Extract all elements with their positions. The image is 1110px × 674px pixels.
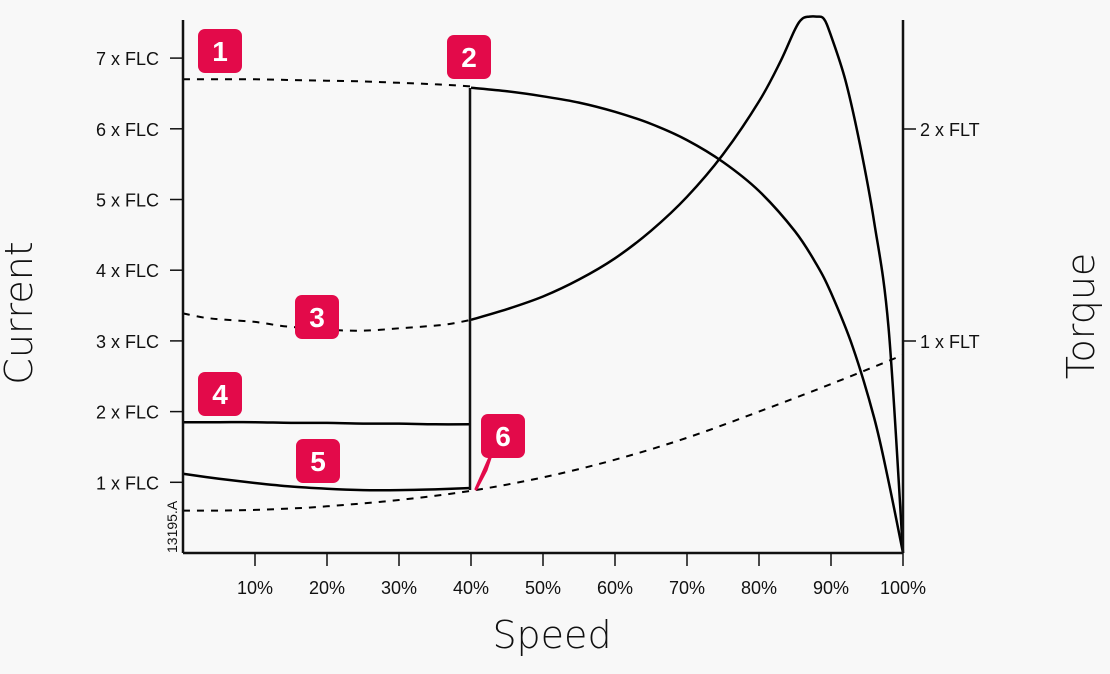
annotation-badge-bg: [296, 439, 340, 483]
annotation-badge-label: 1: [212, 36, 228, 67]
annotation-badge-bg: [447, 35, 491, 79]
y-right-tick-label: 1 x FLT: [920, 332, 980, 352]
series-line-7: [470, 15, 905, 554]
series-line-1: [183, 78, 472, 88]
ticks-layer: 10% 20% 30% 40% 50% 60% 70% 80% 90% 100% 1 x FLC 2 …: [96, 49, 980, 598]
y-left-tick-label: 7 x FLC: [96, 49, 159, 69]
annotation-badge-bg: [198, 29, 242, 73]
annotation-badge-bg: [481, 414, 525, 458]
annotation-badge-label: 5: [310, 446, 326, 477]
x-tick-label: 90%: [813, 578, 849, 598]
x-tick-label: 60%: [597, 578, 633, 598]
annotation-badge-1: 1: [198, 29, 242, 73]
annotation-badge-label: 2: [461, 42, 477, 73]
y-left-tick-label: 3 x FLC: [96, 332, 159, 352]
annotation-badge-bg: [198, 372, 242, 416]
annotation-badge-label: 3: [309, 302, 325, 333]
y-left-tick-label: 5 x FLC: [96, 191, 159, 211]
annotation-badge-6: 6: [481, 414, 525, 458]
x-tick-label: 10%: [237, 578, 273, 598]
axes-layer: [181, 20, 905, 555]
y-right-tick-label: 2 x FLT: [920, 120, 980, 140]
x-tick-label: 70%: [669, 578, 705, 598]
series-line-2: [183, 420, 472, 426]
curves-layer: [182, 15, 905, 554]
x-tick-label: 20%: [309, 578, 345, 598]
reference-code: 13195.A: [164, 500, 180, 553]
y-left-tick-label: 6 x FLC: [96, 120, 159, 140]
y-right-axis-title: Torque: [1059, 253, 1103, 380]
annotation-badge-label: 4: [212, 379, 228, 410]
x-tick-label: 100%: [880, 578, 926, 598]
annotation-badge-label: 6: [495, 421, 511, 452]
annotation-badge-bg: [295, 295, 339, 339]
y-left-axis-title: Current: [0, 241, 41, 384]
y-left-tick-label: 4 x FLC: [96, 261, 159, 281]
x-tick-label: 80%: [741, 578, 777, 598]
x-tick-label: 50%: [525, 578, 561, 598]
series-line-6: [470, 86, 905, 554]
annotation-5-pointer: [474, 453, 493, 491]
x-axis-title: Speed: [492, 613, 611, 657]
annotation-badge-2: 2: [447, 35, 491, 79]
series-line-5: [182, 354, 904, 512]
x-tick-label: 40%: [453, 578, 489, 598]
y-left-tick-label: 1 x FLC: [96, 473, 159, 493]
series-line-4: [182, 472, 472, 492]
annotation-badge-3: 3: [295, 295, 339, 339]
annotation-badge-5: 5: [296, 439, 340, 483]
y-left-tick-label: 2 x FLC: [96, 403, 159, 423]
x-tick-label: 30%: [381, 578, 417, 598]
annotations-layer: 1 2 3 4 5 6: [198, 29, 525, 491]
annotation-badge-4: 4: [198, 372, 242, 416]
